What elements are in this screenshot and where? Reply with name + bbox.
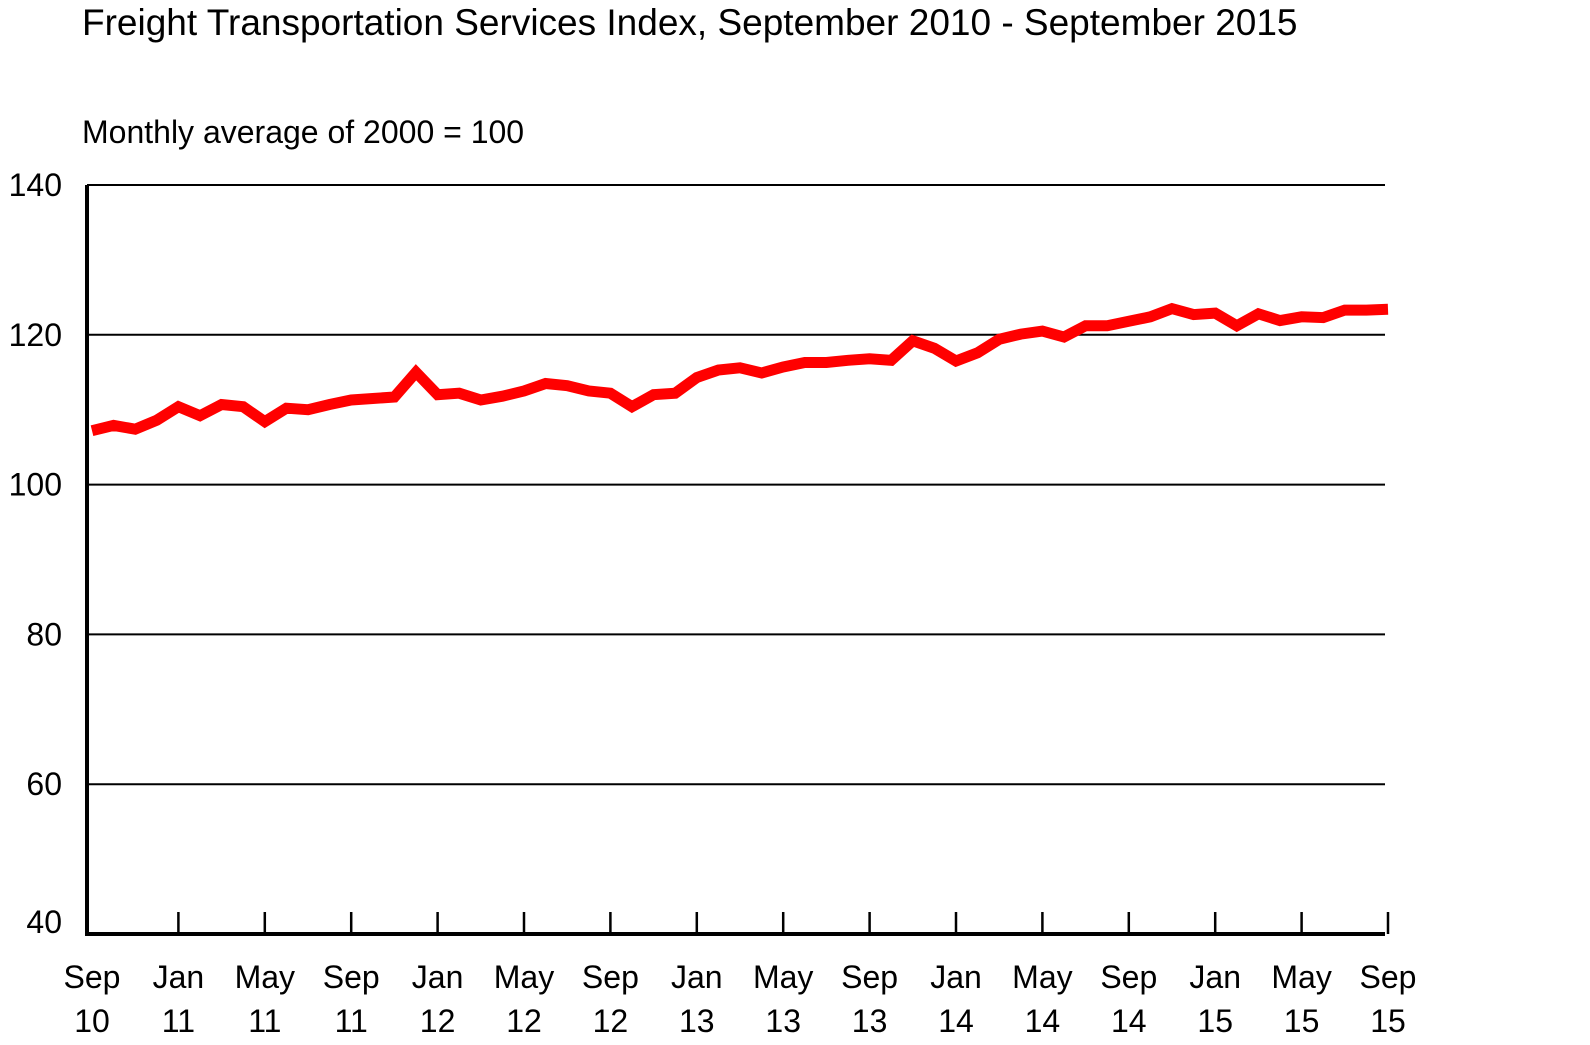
x-tick-year: 10 (74, 1003, 110, 1039)
x-tick-month: May (494, 959, 554, 995)
x-tick-year: 11 (335, 1003, 368, 1039)
x-tick-month: Jan (1189, 959, 1241, 995)
axes (85, 185, 1390, 936)
y-tick-label: 60 (26, 766, 62, 802)
x-tick-month: May (235, 959, 295, 995)
x-tick-year: 14 (1025, 1003, 1061, 1039)
x-tick-year: 11 (162, 1003, 195, 1039)
x-tick-month: Sep (1360, 959, 1417, 995)
x-tick-year: 15 (1197, 1003, 1233, 1039)
x-tick-year: 15 (1284, 1003, 1320, 1039)
x-tick-month: Sep (582, 959, 639, 995)
x-tick-month: May (753, 959, 813, 995)
chart-subtitle: Monthly average of 2000 = 100 (82, 114, 525, 150)
y-tick-label: 40 (26, 904, 62, 940)
y-axis-labels: 40 60 80 100 120 140 (9, 167, 62, 940)
x-tick-year: 11 (248, 1003, 281, 1039)
x-tick-year: 13 (765, 1003, 801, 1039)
chart-title: Freight Transportation Services Index, S… (82, 2, 1298, 43)
y-tick-label: 140 (9, 167, 62, 203)
x-tick-month: Jan (930, 959, 982, 995)
x-tick-year: 14 (938, 1003, 974, 1039)
x-tick-month: May (1271, 959, 1331, 995)
x-tick-year: 13 (679, 1003, 715, 1039)
x-tick-month: Jan (412, 959, 464, 995)
x-tick-month: Jan (671, 959, 723, 995)
x-tick-year: 12 (420, 1003, 456, 1039)
x-tick-month: Jan (153, 959, 205, 995)
y-tick-label: 80 (26, 616, 62, 652)
x-tick-year: 13 (852, 1003, 888, 1039)
x-tick-month: May (1012, 959, 1072, 995)
x-tick-month: Sep (1100, 959, 1157, 995)
x-tick-month: Sep (841, 959, 898, 995)
gridlines (87, 184, 1385, 786)
y-tick-label: 120 (9, 317, 62, 353)
x-tick-year: 12 (593, 1003, 629, 1039)
y-tick-label: 100 (9, 467, 62, 503)
x-tick-year: 15 (1370, 1003, 1406, 1039)
x-tick-year: 14 (1111, 1003, 1147, 1039)
x-tick-month: Sep (323, 959, 380, 995)
series-layer (90, 302, 1389, 437)
x-tick-month: Sep (64, 959, 121, 995)
x-axis-labels: Sep 10 Jan 11 May 11 Sep 11 Jan 12 May 12 Sep 12 Jan 13… (64, 959, 1417, 1039)
series-line-0 (90, 302, 1389, 437)
x-tick-year: 12 (506, 1003, 542, 1039)
